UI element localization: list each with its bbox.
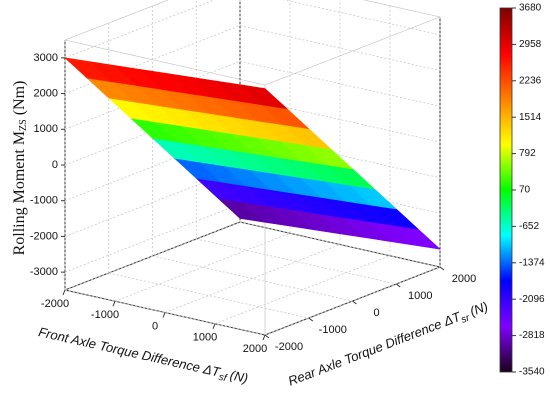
x-tick-label: -1000 xyxy=(91,309,119,321)
colorbar-tick-label: -2096 xyxy=(519,294,545,305)
x-axis-title-sub: sf xyxy=(218,371,229,384)
grid-line xyxy=(64,0,216,59)
z-tick-label: -2000 xyxy=(30,230,58,242)
colorbar-tick-label: 2236 xyxy=(519,75,542,86)
tick-mark xyxy=(395,283,401,288)
grid-line xyxy=(108,272,309,319)
tick-mark xyxy=(62,289,66,296)
x-tick-label: 1000 xyxy=(193,332,217,344)
z-tick-label: -1000 xyxy=(30,195,58,207)
x-axis-title: Front Axle Torque Difference ΔTsf(N) xyxy=(37,325,250,389)
y-axis-title-unit: (N) xyxy=(468,299,490,319)
x-tick-label: -2000 xyxy=(41,298,69,310)
y-axis-title-text: Rear Axle Torque Difference ΔT xyxy=(286,309,464,389)
box-edge xyxy=(264,16,441,86)
tick-mark xyxy=(439,266,445,271)
colorbar-tick-label: -652 xyxy=(519,221,539,232)
z-tick-label: 1000 xyxy=(34,123,58,135)
grid-line xyxy=(283,0,441,36)
tick-mark xyxy=(264,334,270,339)
z-tick-label: -3000 xyxy=(30,266,58,278)
x-tick-label: 0 xyxy=(152,320,158,332)
colorbar-tick-label: 1514 xyxy=(519,112,542,123)
y-tick-label: 1000 xyxy=(408,290,432,302)
colorbar-tick-label: -1374 xyxy=(519,257,545,268)
tick-mark xyxy=(352,300,357,305)
tick-mark xyxy=(262,334,266,341)
surface xyxy=(64,57,441,250)
y-tick-label: 0 xyxy=(373,307,379,319)
box-edge xyxy=(64,39,266,86)
surface-patch xyxy=(239,84,288,109)
y-tick-label: -2000 xyxy=(275,341,303,353)
y-axis-title: Rear Axle Torque Difference ΔTsr(N) xyxy=(286,299,491,391)
z-title-sub: ZS xyxy=(18,119,29,131)
colorbar-tick-label: -2818 xyxy=(519,330,545,341)
grid-line xyxy=(114,232,291,302)
z-title-text: Rolling Moment M xyxy=(11,131,28,255)
grid-line xyxy=(164,244,341,313)
z-axis-title: Rolling Moment MZS (Nm) xyxy=(11,81,30,256)
tick-mark xyxy=(162,312,166,318)
colorbar-tick-label: 792 xyxy=(519,148,536,159)
tick-mark xyxy=(212,323,216,329)
z-tick-label: 2000 xyxy=(34,87,58,99)
z-tick-label: 0 xyxy=(52,159,58,171)
z-tick-label: 3000 xyxy=(34,52,58,64)
x-tick-label: 2000 xyxy=(243,343,267,355)
colorbar-tick-label: 70 xyxy=(519,185,531,196)
colorbar-tick-label: 2958 xyxy=(519,39,542,50)
tick-mark xyxy=(112,301,116,307)
y-tick-label: -1000 xyxy=(319,324,347,336)
tick-mark xyxy=(308,317,314,322)
z-title-unit: (Nm) xyxy=(11,81,28,116)
colorbar-tick-label: -3540 xyxy=(519,367,545,378)
box-edge xyxy=(363,0,441,18)
y-tick-label: 2000 xyxy=(452,273,476,285)
colorbar xyxy=(499,7,513,373)
colorbar-tick-label: 3680 xyxy=(519,3,542,14)
x-axis-title-unit: (N) xyxy=(229,368,250,387)
